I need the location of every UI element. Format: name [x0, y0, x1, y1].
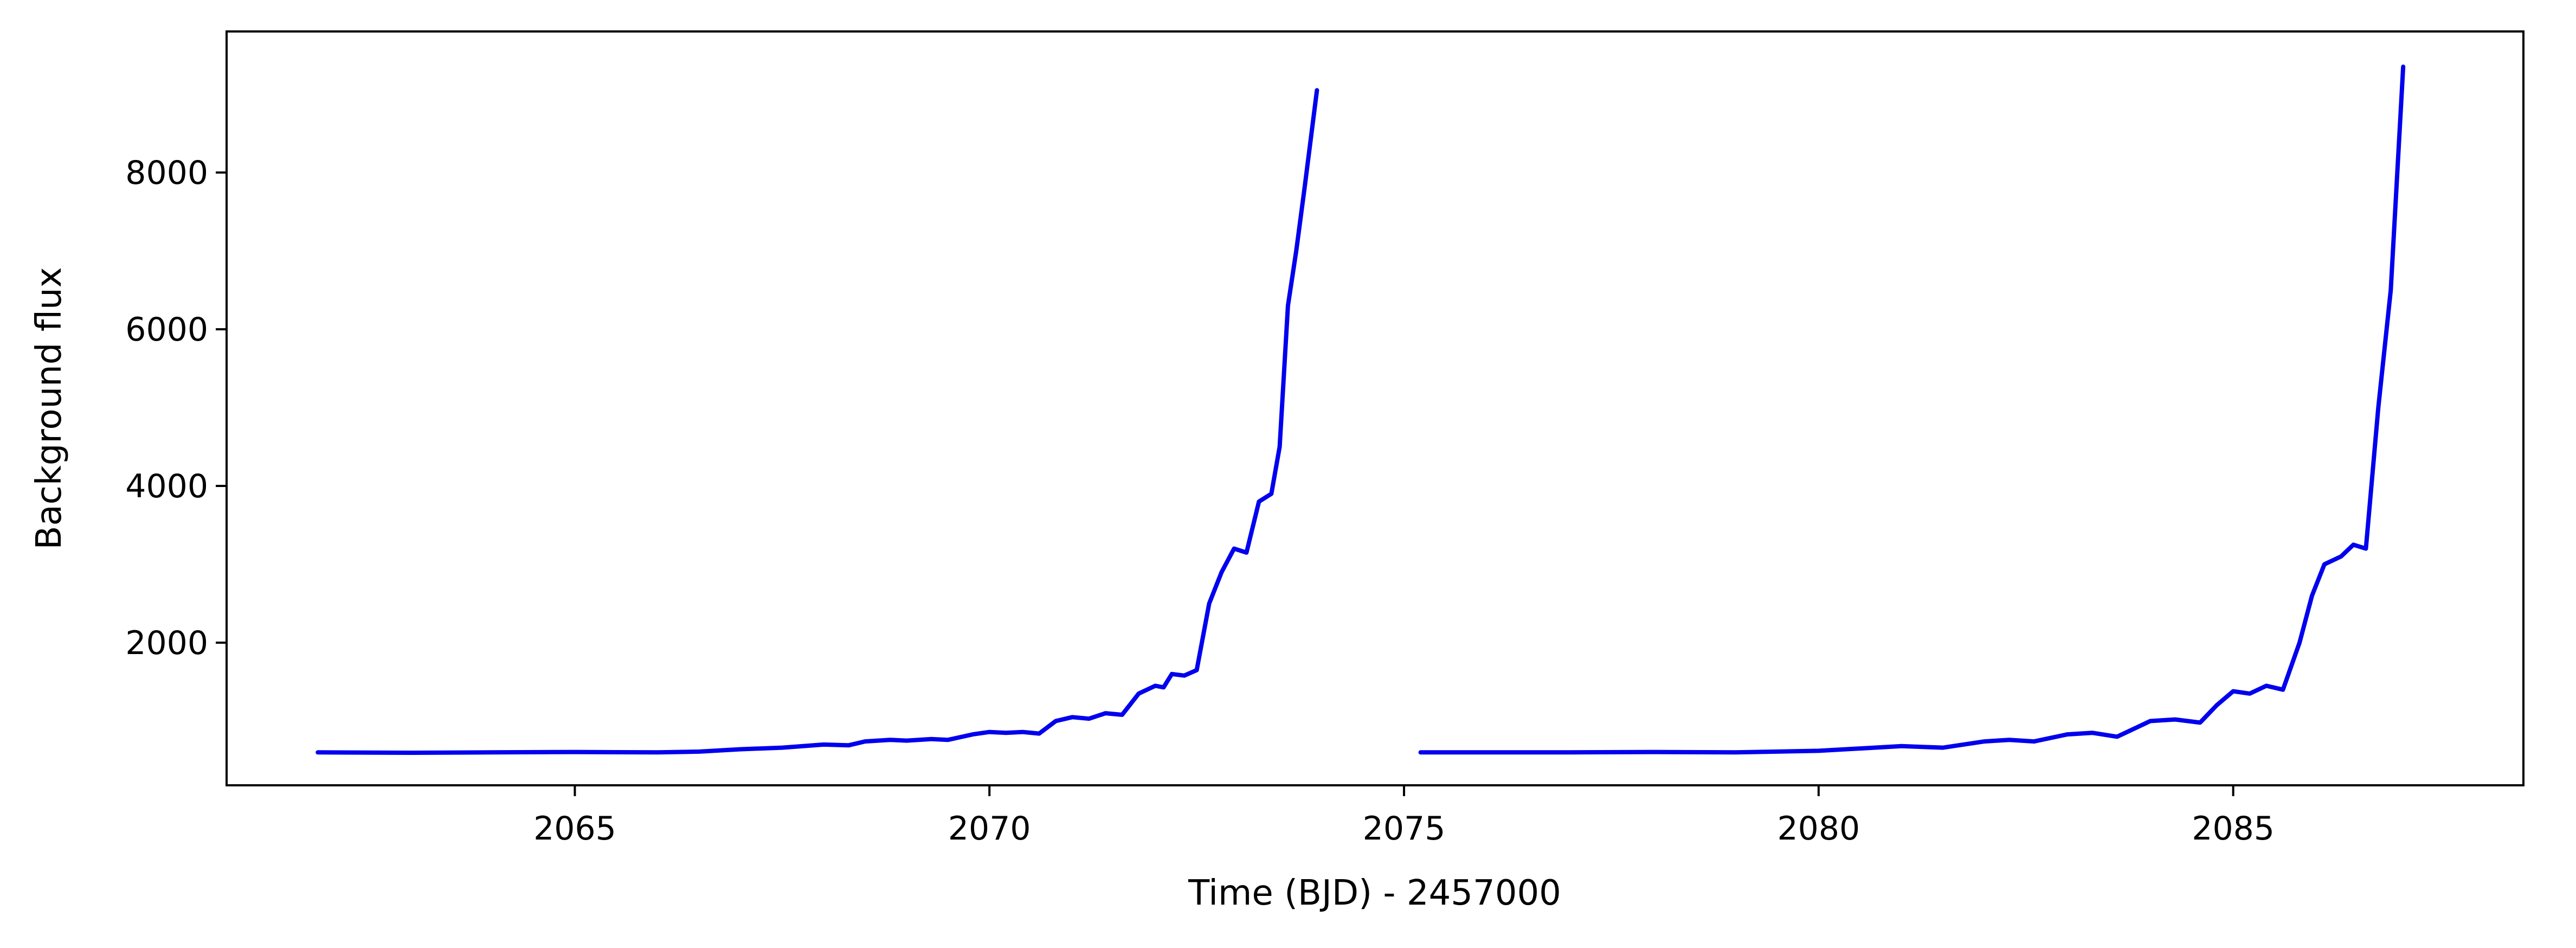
- axes-frame: [226, 30, 2525, 786]
- y-tick-label: 8000: [125, 154, 208, 192]
- x-tick-label: 2065: [533, 810, 616, 848]
- x-axis-label: Time (BJD) - 2457000: [1188, 873, 1561, 913]
- y-tick-label: 6000: [125, 311, 208, 349]
- y-tick-label: 2000: [125, 624, 208, 662]
- x-axis-ticks: 2065 2070 2075 2080 2085: [533, 785, 2275, 848]
- x-tick-label: 2075: [1363, 810, 1446, 848]
- y-axis-label: Background flux: [29, 267, 69, 550]
- y-tick-label: 4000: [125, 467, 208, 505]
- x-tick-label: 2080: [1777, 810, 1860, 848]
- y-axis-ticks: 2000 4000 6000 8000: [125, 154, 227, 662]
- x-tick-label: 2085: [2192, 810, 2275, 848]
- series-lines: [315, 65, 2406, 755]
- x-tick-label: 2070: [948, 810, 1031, 848]
- series-line-2: [1418, 65, 2406, 755]
- series-line-1: [315, 88, 1319, 755]
